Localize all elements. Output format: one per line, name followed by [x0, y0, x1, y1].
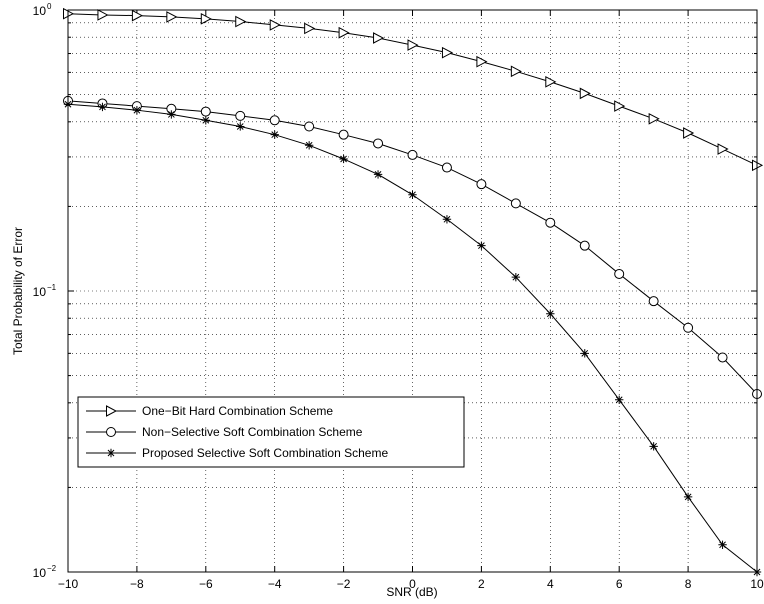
data-point [407, 39, 419, 51]
data-point [408, 190, 417, 199]
y-tick-label: 10 [33, 566, 47, 580]
data-point [545, 217, 556, 228]
legend-label: Non−Selective Soft Combination Scheme [142, 425, 363, 439]
data-point [441, 162, 452, 173]
legend-marker [106, 448, 116, 458]
legend-entry-3: Proposed Selective Soft Combination Sche… [86, 446, 388, 460]
x-tick-label: −10 [58, 577, 79, 591]
data-point [477, 241, 486, 250]
legend-entry-1: One−Bit Hard Combination Scheme [86, 404, 333, 418]
x-axis-label: SNR (dB) [386, 585, 437, 599]
data-point [235, 110, 246, 121]
data-point [510, 198, 521, 209]
data-point [648, 296, 659, 307]
data-point [304, 141, 314, 150]
data-point [339, 154, 348, 164]
y-tick-label-exponent: −1 [47, 283, 57, 292]
y-tick-label: 10 [33, 4, 47, 18]
x-tick-label: 6 [616, 577, 623, 591]
data-point [649, 442, 658, 451]
legend-entry-2: Non−Selective Soft Combination Scheme [86, 425, 363, 439]
legend-label: Proposed Selective Soft Combination Sche… [142, 446, 388, 460]
series-1 [63, 7, 764, 172]
data-point [338, 129, 349, 140]
data-point [373, 170, 383, 179]
legend-marker [106, 405, 118, 417]
data-point [511, 272, 521, 282]
data-point [200, 106, 211, 117]
data-point [476, 179, 487, 190]
y-tick-label: 10 [33, 285, 47, 299]
data-point [235, 15, 247, 28]
data-point [132, 105, 142, 115]
legend-box [77, 396, 465, 468]
y-axis-label: Total Probability of Error [11, 227, 25, 355]
y-tick-label-exponent: 0 [47, 2, 52, 11]
data-point [270, 130, 279, 139]
data-point [269, 115, 280, 126]
data-point [579, 240, 590, 251]
x-tick-labels: −10 −8 −6 −4 −2 0 2 4 6 8 10 [58, 577, 764, 591]
data-point [338, 26, 350, 39]
data-point [718, 540, 727, 549]
data-point [98, 102, 107, 112]
data-point [373, 138, 384, 149]
data-point [615, 395, 624, 405]
data-point [717, 352, 728, 363]
data-point [614, 268, 625, 279]
data-point [683, 127, 695, 139]
data-point [510, 65, 522, 78]
data-point [269, 19, 281, 31]
x-tick-label: 10 [750, 577, 764, 591]
data-point [683, 492, 693, 502]
x-tick-label: 2 [478, 577, 485, 591]
data-point [441, 46, 454, 59]
data-point [648, 112, 660, 125]
data-point [717, 143, 729, 155]
data-point [131, 9, 143, 22]
data-point [546, 309, 555, 318]
y-tick-label-exponent: −2 [47, 564, 57, 573]
legend: One−Bit Hard Combination Scheme Non−Selec… [77, 396, 465, 468]
data-point [476, 55, 488, 68]
data-point [201, 116, 210, 125]
data-point [579, 87, 591, 100]
x-tick-label: 4 [547, 577, 554, 591]
data-point [200, 13, 212, 25]
x-tick-label: −4 [268, 577, 282, 591]
x-tick-label: 0 [409, 577, 416, 591]
x-tick-label: −6 [199, 577, 213, 591]
data-point [683, 322, 694, 333]
data-point [407, 149, 418, 160]
data-point [97, 9, 109, 21]
data-point [304, 22, 316, 35]
x-tick-label: 8 [685, 577, 692, 591]
data-point [373, 32, 385, 44]
series-3 [63, 100, 762, 577]
legend-marker [106, 427, 116, 437]
data-point [166, 11, 178, 23]
x-tick-label: −2 [337, 577, 351, 591]
data-point [442, 215, 452, 224]
data-point [545, 76, 557, 88]
data-point [167, 110, 176, 119]
legend-label: One−Bit Hard Combination Scheme [142, 404, 333, 418]
plot-frame [67, 9, 758, 573]
data-point [580, 349, 589, 358]
x-tick-label: −8 [130, 577, 144, 591]
data-point [304, 121, 315, 132]
data-point [614, 100, 626, 112]
data-point [236, 122, 245, 131]
